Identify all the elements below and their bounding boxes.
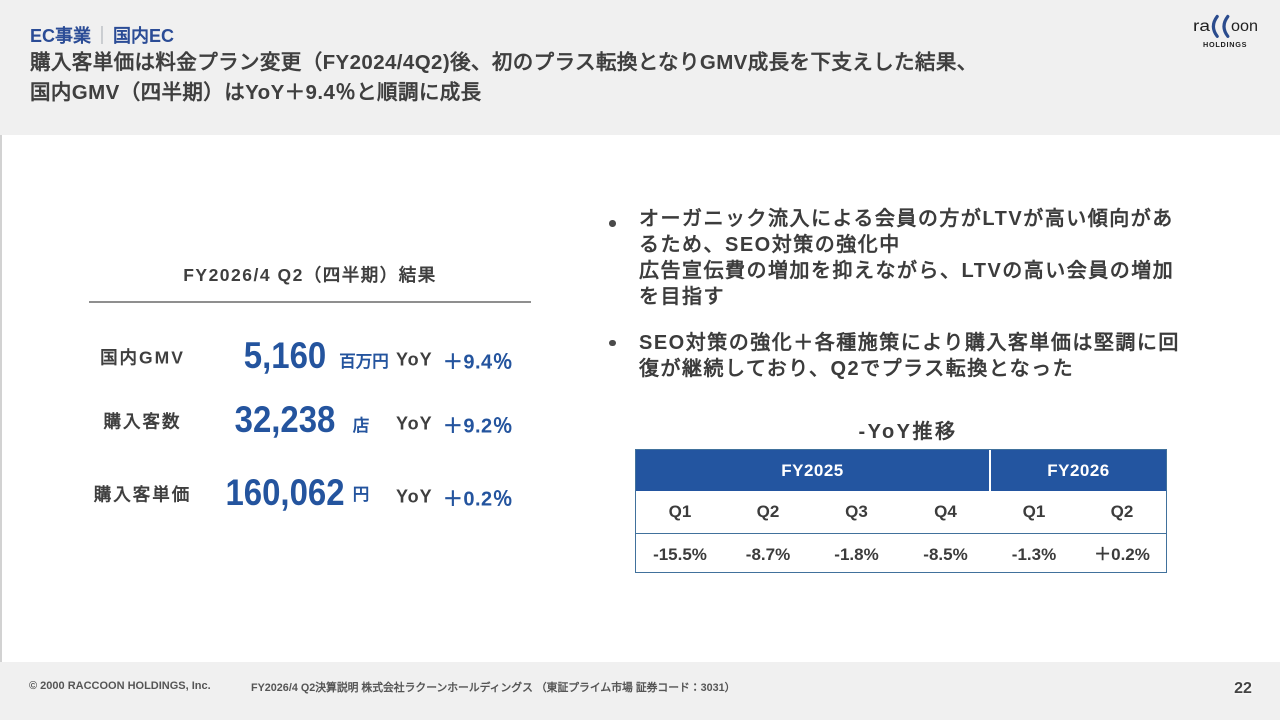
svg-text:oon: oon: [1231, 18, 1258, 35]
svg-text:HOLDINGS: HOLDINGS: [1203, 40, 1247, 49]
svg-text:ra: ra: [1193, 18, 1210, 35]
